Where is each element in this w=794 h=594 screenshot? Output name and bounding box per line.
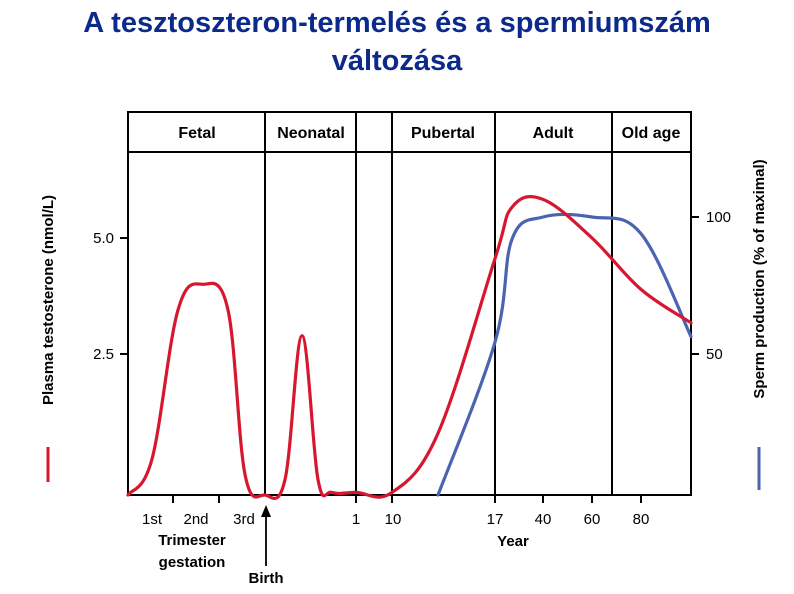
x-label-birth: Birth <box>249 570 284 587</box>
right-tick-label-50: 50 <box>706 346 723 363</box>
x-label-year: Year <box>497 533 529 550</box>
x-tick-label-17: 17 <box>487 511 504 528</box>
left-tick-label-2-5: 2.5 <box>93 346 114 363</box>
x-tick-label-3rd: 3rd <box>233 511 255 528</box>
x-tick-label-60: 60 <box>584 511 601 528</box>
x-label-gestation: gestation <box>159 554 226 571</box>
left-axis-title: Plasma testosterone (nmol/L) <box>40 195 57 405</box>
right-axis-title: Sperm production (% of maximal) <box>751 159 768 398</box>
phase-label-pubertal: Pubertal <box>411 125 475 142</box>
x-tick-marks <box>172 495 642 503</box>
x-tick-label-2nd: 2nd <box>183 511 208 528</box>
testosterone-line <box>126 195 693 500</box>
sperm-production-line <box>436 212 693 497</box>
phase-label-fetal: Fetal <box>178 125 215 142</box>
x-tick-label-1st: 1st <box>142 511 163 528</box>
chart-title-line-2: változása <box>331 45 463 77</box>
x-tick-label-1: 1 <box>352 511 360 528</box>
left-tick-label-5: 5.0 <box>93 230 114 247</box>
phase-label-old-age: Old age <box>622 125 681 142</box>
right-tick-label-100: 100 <box>706 209 731 226</box>
x-tick-label-80: 80 <box>633 511 650 528</box>
plot-frame <box>127 111 692 496</box>
phase-label-adult: Adult <box>533 125 575 142</box>
phase-label-neonatal: Neonatal <box>277 125 345 142</box>
x-label-trimester: Trimester <box>158 532 226 549</box>
x-tick-label-40: 40 <box>535 511 552 528</box>
x-tick-label-10: 10 <box>385 511 402 528</box>
chart-title-line-1: A tesztoszteron-termelés és a spermiumsz… <box>83 7 711 39</box>
birth-arrow-head <box>261 505 271 517</box>
